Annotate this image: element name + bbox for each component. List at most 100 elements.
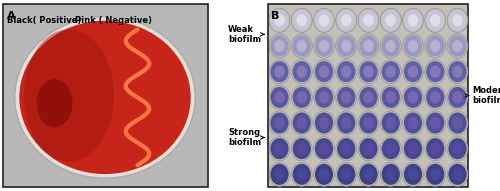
Ellipse shape	[360, 138, 378, 159]
Ellipse shape	[408, 117, 418, 129]
Ellipse shape	[430, 91, 440, 103]
Ellipse shape	[364, 143, 374, 155]
Ellipse shape	[380, 60, 401, 84]
Ellipse shape	[426, 138, 444, 159]
Ellipse shape	[358, 60, 379, 84]
Text: Pink ( Negative): Pink ( Negative)	[75, 16, 152, 25]
Text: Weak
biofilm: Weak biofilm	[228, 25, 264, 44]
Ellipse shape	[296, 91, 307, 103]
Ellipse shape	[292, 87, 311, 108]
Ellipse shape	[426, 164, 444, 185]
Ellipse shape	[337, 138, 355, 159]
Ellipse shape	[358, 8, 379, 32]
Ellipse shape	[358, 162, 379, 186]
Ellipse shape	[337, 61, 355, 82]
Ellipse shape	[270, 112, 288, 134]
Ellipse shape	[382, 36, 400, 57]
Ellipse shape	[292, 8, 312, 32]
Ellipse shape	[315, 36, 333, 57]
Ellipse shape	[341, 168, 351, 180]
Ellipse shape	[452, 66, 462, 78]
Ellipse shape	[314, 85, 334, 109]
Ellipse shape	[447, 137, 468, 161]
Ellipse shape	[386, 168, 396, 180]
Ellipse shape	[336, 137, 356, 161]
Bar	[268, 4, 468, 187]
Ellipse shape	[426, 10, 444, 31]
Ellipse shape	[296, 168, 307, 180]
Ellipse shape	[430, 117, 440, 129]
Ellipse shape	[404, 164, 422, 185]
Ellipse shape	[447, 111, 468, 135]
Ellipse shape	[380, 8, 401, 32]
Ellipse shape	[20, 21, 190, 174]
Ellipse shape	[269, 162, 290, 186]
Ellipse shape	[380, 137, 401, 161]
Ellipse shape	[315, 112, 333, 134]
Ellipse shape	[292, 137, 312, 161]
Ellipse shape	[425, 85, 446, 109]
Ellipse shape	[386, 143, 396, 155]
Ellipse shape	[430, 14, 440, 26]
Ellipse shape	[448, 10, 466, 31]
Ellipse shape	[382, 61, 400, 82]
Ellipse shape	[337, 164, 355, 185]
Ellipse shape	[336, 60, 356, 84]
Ellipse shape	[292, 111, 312, 135]
Ellipse shape	[452, 14, 462, 26]
Ellipse shape	[452, 91, 462, 103]
Ellipse shape	[404, 112, 422, 134]
Ellipse shape	[364, 91, 374, 103]
Ellipse shape	[292, 162, 312, 186]
Ellipse shape	[274, 14, 284, 26]
Ellipse shape	[296, 14, 307, 26]
Ellipse shape	[447, 85, 468, 109]
Ellipse shape	[380, 85, 401, 109]
Ellipse shape	[274, 66, 284, 78]
Ellipse shape	[314, 60, 334, 84]
Ellipse shape	[408, 168, 418, 180]
Ellipse shape	[336, 111, 356, 135]
Ellipse shape	[382, 164, 400, 185]
Ellipse shape	[315, 61, 333, 82]
Ellipse shape	[341, 143, 351, 155]
Ellipse shape	[269, 85, 290, 109]
Ellipse shape	[319, 91, 329, 103]
Ellipse shape	[292, 85, 312, 109]
Ellipse shape	[408, 66, 418, 78]
Ellipse shape	[364, 40, 374, 52]
Ellipse shape	[448, 61, 466, 82]
Ellipse shape	[425, 34, 446, 58]
Ellipse shape	[314, 162, 334, 186]
Ellipse shape	[402, 162, 423, 186]
Ellipse shape	[402, 137, 423, 161]
Ellipse shape	[314, 8, 334, 32]
Ellipse shape	[426, 36, 444, 57]
Ellipse shape	[430, 143, 440, 155]
Ellipse shape	[386, 40, 396, 52]
Ellipse shape	[430, 66, 440, 78]
Ellipse shape	[270, 36, 288, 57]
Ellipse shape	[274, 91, 284, 103]
Ellipse shape	[382, 138, 400, 159]
Ellipse shape	[270, 61, 288, 82]
Ellipse shape	[319, 66, 329, 78]
Ellipse shape	[430, 168, 440, 180]
Ellipse shape	[24, 29, 114, 162]
Ellipse shape	[314, 137, 334, 161]
Ellipse shape	[296, 117, 307, 129]
Ellipse shape	[430, 40, 440, 52]
Ellipse shape	[292, 112, 311, 134]
Ellipse shape	[408, 143, 418, 155]
Ellipse shape	[425, 8, 446, 32]
Ellipse shape	[336, 162, 356, 186]
Ellipse shape	[358, 111, 379, 135]
Ellipse shape	[382, 10, 400, 31]
Ellipse shape	[15, 17, 195, 178]
Ellipse shape	[270, 87, 288, 108]
Ellipse shape	[269, 34, 290, 58]
Ellipse shape	[296, 66, 307, 78]
Ellipse shape	[319, 143, 329, 155]
Ellipse shape	[452, 40, 462, 52]
Ellipse shape	[447, 8, 468, 32]
